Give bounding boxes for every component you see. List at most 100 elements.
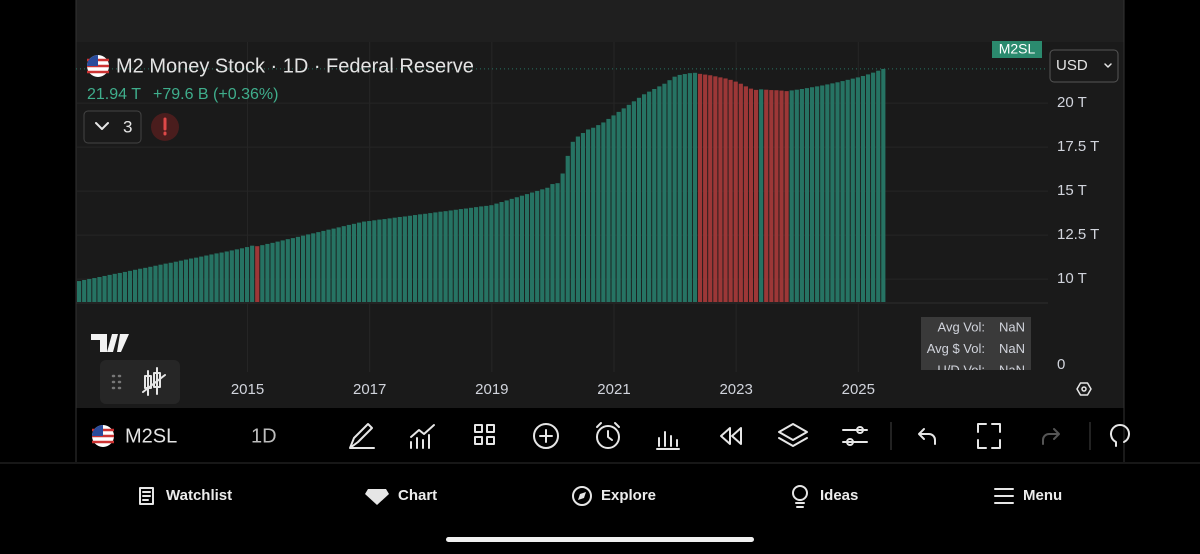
legend-title: M2 Money Stock · 1D · Federal Reserve	[116, 55, 474, 77]
y-tick-label: 15 T	[1057, 182, 1087, 199]
bar	[545, 187, 550, 302]
nav-item[interactable]: Watchlist	[166, 487, 232, 504]
bar	[362, 221, 367, 302]
bar	[194, 257, 199, 302]
bar	[153, 265, 158, 302]
layout-tool[interactable]	[474, 424, 495, 445]
bulb-base	[795, 502, 805, 508]
indicators-tool[interactable]	[410, 424, 435, 449]
bar	[586, 129, 591, 302]
bar	[311, 233, 316, 302]
bar	[321, 230, 326, 302]
nav-item[interactable]: Explore	[601, 487, 656, 504]
bar	[474, 207, 479, 302]
bar	[468, 207, 474, 302]
bar	[275, 241, 280, 302]
bar	[102, 275, 107, 302]
bar	[845, 79, 850, 302]
layers-tool[interactable]	[778, 423, 808, 447]
chart-style-button[interactable]	[100, 360, 180, 404]
volume-tool[interactable]	[656, 431, 680, 450]
bar	[636, 97, 642, 302]
flag-canton	[92, 425, 103, 436]
bar	[591, 127, 596, 302]
series-label: M2SL	[999, 41, 1036, 57]
ideas-bulb[interactable]	[1110, 423, 1130, 447]
indicators-count: 3	[123, 117, 132, 136]
bar	[815, 86, 820, 302]
indicators-toggle[interactable]	[83, 110, 142, 144]
bar	[168, 262, 173, 302]
candle-body	[153, 372, 161, 388]
bar	[377, 219, 382, 302]
bar	[239, 248, 245, 302]
explore-icon[interactable]	[572, 486, 592, 506]
bar	[77, 281, 82, 302]
bar	[799, 89, 804, 303]
settings[interactable]	[1076, 382, 1092, 396]
watchlist-icon[interactable]	[139, 487, 154, 505]
bar	[458, 209, 463, 302]
chevron	[1104, 63, 1112, 68]
volume-box	[921, 317, 1031, 370]
add-tool[interactable]	[533, 423, 559, 449]
bar	[229, 250, 234, 302]
nav-item[interactable]: Ideas	[820, 487, 858, 504]
undo[interactable]	[918, 428, 936, 445]
bar	[494, 203, 499, 302]
bar	[143, 267, 148, 302]
x-tick-label: 2025	[842, 381, 875, 398]
currency-select[interactable]	[1049, 49, 1119, 83]
volume-info: Avg Vol: NaN Avg $ Vol: NaN U/D Vol: NaN	[921, 317, 1031, 377]
replay-tool[interactable]	[720, 427, 742, 445]
bar	[677, 74, 682, 302]
bar	[448, 210, 453, 302]
bar	[692, 72, 698, 302]
bar	[331, 228, 336, 302]
toolbar-symbol[interactable]: M2SL	[125, 425, 177, 447]
toolbar-interval[interactable]: 1D	[251, 425, 277, 447]
bar	[540, 189, 545, 302]
bar	[132, 269, 138, 302]
bar	[662, 83, 667, 303]
bar	[876, 70, 881, 302]
bar	[224, 251, 229, 302]
bar	[300, 235, 306, 302]
chart-icon[interactable]	[365, 489, 389, 505]
alert-tool[interactable]	[596, 425, 620, 449]
bar	[667, 80, 672, 302]
flag-canton	[87, 55, 98, 66]
bar	[871, 72, 876, 302]
bar	[550, 184, 555, 302]
nav-item[interactable]: Chart	[398, 487, 437, 504]
bar	[122, 271, 127, 302]
bar	[804, 88, 810, 302]
fullscreen[interactable]	[977, 423, 1001, 449]
bar	[753, 89, 759, 303]
legend-change: +79.6 B (+0.36%)	[153, 86, 278, 103]
y-tick-label: 17.5 T	[1057, 138, 1099, 155]
bar	[743, 86, 748, 302]
chevron	[95, 122, 109, 130]
bar	[825, 84, 830, 303]
nav-item[interactable]: Menu	[1023, 487, 1062, 504]
bar	[865, 74, 871, 302]
menu-icon[interactable]	[994, 488, 1014, 504]
redo[interactable]	[1042, 428, 1060, 445]
bar	[199, 256, 204, 302]
ideas-icon[interactable]	[792, 485, 808, 501]
legend-value: 21.94 T	[87, 86, 141, 103]
draw-tool[interactable]	[349, 423, 375, 449]
bar	[265, 243, 270, 302]
bar	[728, 79, 733, 302]
bar	[341, 226, 346, 302]
bar	[657, 86, 662, 302]
volume-row-value: NaN	[999, 362, 1025, 377]
bar	[148, 266, 153, 302]
bar	[255, 246, 260, 302]
legend: M2 Money Stock · 1D · Federal Reserve 21…	[83, 55, 474, 144]
volume-rows: Avg Vol: NaN Avg $ Vol: NaN U/D Vol: NaN	[927, 319, 1025, 377]
bar	[438, 211, 443, 302]
